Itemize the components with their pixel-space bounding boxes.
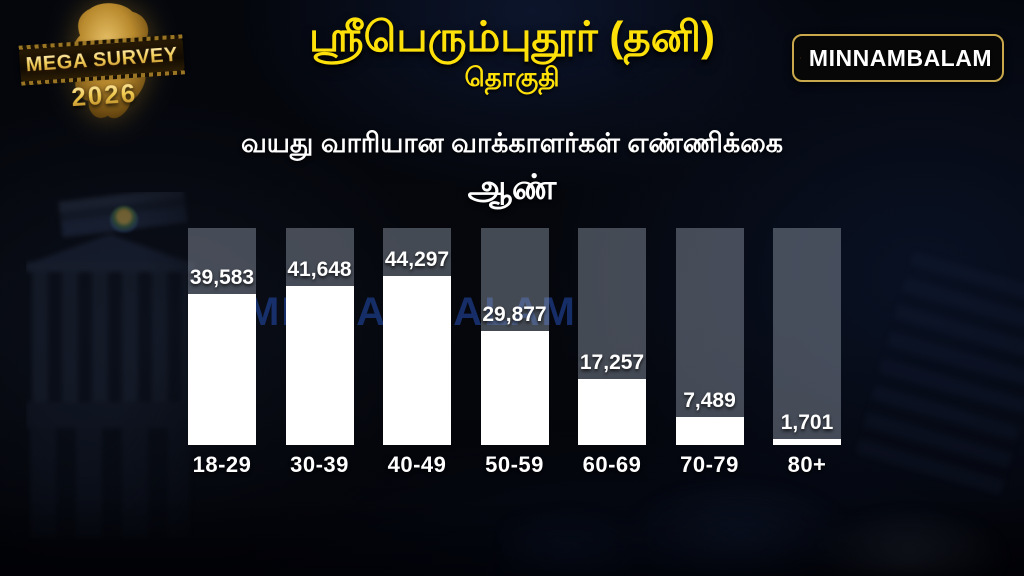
bar <box>383 276 451 445</box>
bar-value-label: 17,257 <box>579 351 645 375</box>
bar-column-18-29: 39,583 18-29 <box>188 228 256 477</box>
bar <box>578 379 646 445</box>
building-columns <box>32 272 188 402</box>
bar <box>188 294 256 445</box>
title-block: ஸ்ரீபெரும்புதூர் (தனி) தொகுதி <box>170 13 854 96</box>
mega-survey-logo: MEGA SURVEY 2026 <box>18 0 186 129</box>
bar <box>675 416 744 445</box>
bar-column-80+: 1,701 80+ <box>773 228 841 477</box>
government-building-art <box>26 186 196 576</box>
minnambalam-m-icon <box>800 57 801 59</box>
bar-category-label: 30-39 <box>290 452 349 477</box>
bar <box>773 438 841 445</box>
brand-name: MINNAMBALAM <box>808 44 992 71</box>
bar-value-label: 1,701 <box>780 410 834 434</box>
bar-category-label: 40-49 <box>387 452 447 477</box>
bar-value-label: 44,297 <box>384 248 450 272</box>
bar-column-70-79: 7,489 70-79 <box>675 228 744 477</box>
chart-heading: வயது வாரியான வாக்காளர்கள் எண்ணிக்கை ஆண் <box>120 128 904 212</box>
page-title: ஸ்ரீபெரும்புதூர் (தனி) <box>309 13 715 60</box>
bar-column-50-59: 29,877 50-59 <box>480 228 549 477</box>
bar-column-40-49: 44,297 40-49 <box>383 228 451 477</box>
bar-value-label: 29,877 <box>482 303 547 327</box>
building-entablature <box>26 262 194 272</box>
bar-value-label: 39,583 <box>189 266 255 290</box>
bar <box>480 331 549 445</box>
mega-survey-text: MEGA SURVEY <box>25 43 179 76</box>
bar-category-label: 80+ <box>787 452 827 477</box>
building-arches <box>30 428 190 538</box>
page-subtitle: தொகுதி <box>464 62 560 93</box>
bar <box>285 286 354 445</box>
chart-gender-label: ஆண் <box>467 168 557 207</box>
bar-value-label: 41,648 <box>287 258 352 282</box>
bar-value-label: 7,489 <box>683 388 736 412</box>
bar-category-label: 60-69 <box>582 452 642 477</box>
bar-column-30-39: 41,648 30-39 <box>285 228 354 477</box>
bar-chart: 39,583 18-29 41,648 30-39 44,297 40-49 29,877 5… <box>188 228 841 477</box>
minnambalam-badge: MINNAMBALAM <box>792 34 1004 82</box>
bar-category-label: 18-29 <box>192 452 252 477</box>
building-pediment <box>32 234 188 262</box>
bar-category-label: 50-59 <box>485 452 544 477</box>
filmstrip-art <box>855 251 1024 495</box>
bar-category-label: 70-79 <box>680 452 739 477</box>
building-ledge <box>26 402 194 428</box>
bar-column-60-69: 17,257 60-69 <box>578 228 646 477</box>
chart-title: வயது வாரியான வாக்காளர்கள் எண்ணிக்கை <box>240 128 784 158</box>
